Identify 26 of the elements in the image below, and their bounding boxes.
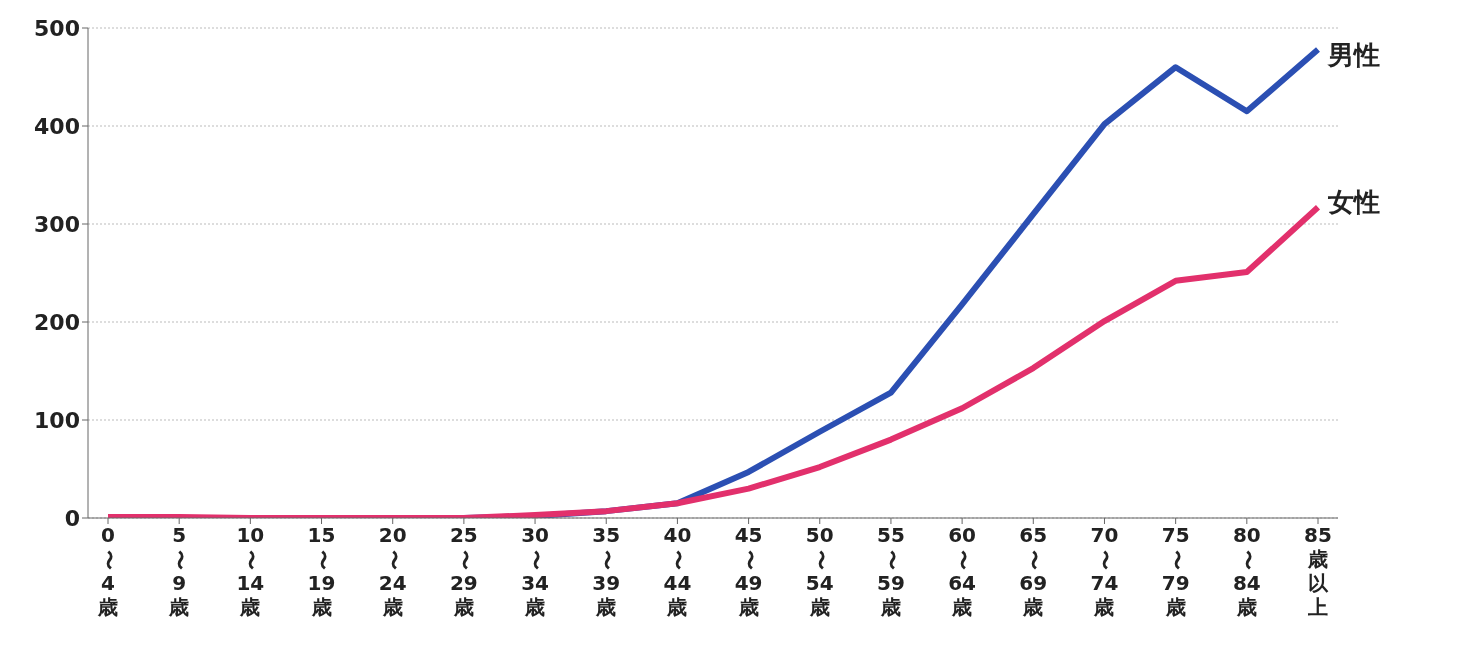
x-tick-label: 20〜24歳 (378, 523, 407, 619)
y-tick-label: 400 (34, 113, 80, 139)
x-tick-label: 40〜44歳 (663, 523, 692, 619)
x-tick-label: 80〜84歳 (1232, 523, 1261, 619)
y-tick-label: 500 (34, 15, 80, 41)
x-tick-label: 60〜64歳 (948, 523, 977, 619)
series-label: 女性 (1327, 187, 1380, 218)
y-tick-label: 0 (64, 505, 80, 531)
x-tick-label: 70〜74歳 (1090, 523, 1119, 619)
x-tick-label: 35〜39歳 (592, 523, 621, 619)
x-tick-label: 65〜69歳 (1019, 523, 1048, 619)
x-tick-label: 5〜9歳 (168, 523, 193, 619)
x-tick-label: 10〜14歳 (236, 523, 265, 619)
y-tick-label: 200 (34, 309, 80, 335)
series-label: 男性 (1327, 39, 1380, 70)
x-tick-label: 45〜49歳 (734, 523, 763, 619)
x-tick-label: 30〜34歳 (521, 523, 549, 619)
x-tick-label: 50〜54歳 (805, 523, 834, 619)
x-tick-label: 85歳以上 (1304, 523, 1332, 619)
y-tick-label: 100 (34, 407, 80, 433)
x-tick-label: 15〜19歳 (307, 523, 336, 619)
x-tick-label: 75〜79歳 (1161, 523, 1190, 619)
x-tick-label: 0〜4歳 (97, 523, 121, 619)
y-tick-label: 300 (34, 211, 80, 237)
x-tick-label: 55〜59歳 (877, 523, 905, 619)
x-tick-label: 25〜29歳 (449, 523, 478, 619)
